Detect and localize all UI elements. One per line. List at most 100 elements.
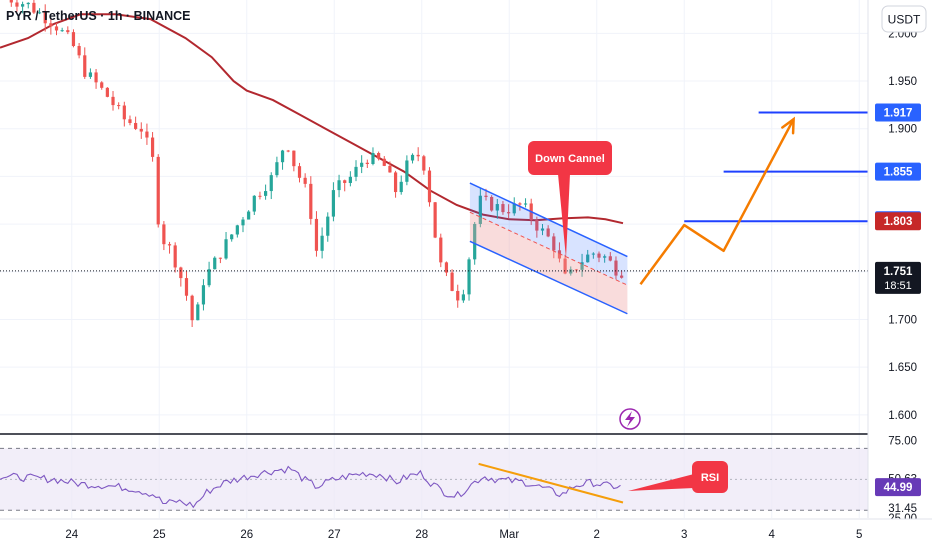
candle-down[interactable] (535, 216, 539, 238)
candle-down[interactable] (128, 115, 132, 126)
candle-up[interactable] (275, 156, 279, 178)
candle-up[interactable] (337, 174, 341, 198)
candle-up[interactable] (263, 184, 268, 200)
candle-up[interactable] (269, 172, 273, 200)
candle-down[interactable] (416, 147, 420, 162)
price-tick-label[interactable]: 1.650 (888, 362, 917, 374)
candle-down[interactable] (620, 270, 624, 279)
candle-down[interactable] (597, 251, 601, 263)
price-tick-label[interactable]: 1.600 (888, 410, 917, 422)
price-tick-label[interactable]: 1.950 (888, 76, 917, 88)
candle-down[interactable] (134, 116, 138, 131)
candle-down[interactable] (377, 151, 381, 161)
candle-up[interactable] (252, 195, 256, 216)
rsi-callout[interactable]: RSI (628, 461, 728, 493)
candle-down[interactable] (167, 241, 172, 254)
lightning-icon[interactable] (619, 408, 641, 430)
time-tick-label[interactable]: 5 (856, 529, 862, 541)
candle-up[interactable] (603, 254, 607, 263)
candle-down[interactable] (117, 102, 121, 110)
candle-up[interactable] (326, 212, 330, 242)
candle-down[interactable] (456, 284, 460, 308)
candle-down[interactable] (139, 122, 143, 139)
time-tick-label[interactable]: 24 (65, 529, 78, 541)
candle-down[interactable] (162, 221, 166, 251)
candle-up[interactable] (201, 279, 206, 311)
candle-up[interactable] (580, 253, 584, 277)
candle-down[interactable] (343, 179, 347, 192)
target-levels[interactable] (0, 111, 868, 272)
price-tick-label[interactable]: 1.900 (888, 124, 917, 136)
rsi-divergence-line[interactable] (478, 462, 624, 504)
candle-down[interactable] (100, 81, 104, 90)
channel-mid-line[interactable] (469, 211, 628, 286)
candle-up[interactable] (478, 187, 482, 228)
candle-down[interactable] (506, 204, 511, 219)
candle-up[interactable] (235, 224, 239, 238)
rsi-tick-label[interactable]: 31.45 (888, 503, 917, 515)
time-tick-label[interactable]: 2 (594, 529, 600, 541)
candle-down[interactable] (190, 294, 194, 328)
currency-button-label[interactable]: USDT (888, 13, 921, 27)
candle-down[interactable] (49, 19, 53, 35)
candle-down[interactable] (563, 254, 567, 275)
candle-up[interactable] (320, 227, 324, 259)
down-channel[interactable] (469, 182, 628, 315)
candle-up[interactable] (360, 155, 364, 174)
price-tick-label[interactable]: 1.700 (888, 314, 917, 326)
candle-down[interactable] (184, 270, 189, 301)
candle-down[interactable] (77, 43, 81, 59)
candle-down[interactable] (427, 167, 432, 207)
channel-lower-line[interactable] (469, 240, 628, 315)
candle-up[interactable] (399, 175, 403, 195)
channel-upper-line[interactable] (469, 182, 628, 258)
time-tick-label[interactable]: 4 (769, 529, 776, 541)
candle-down[interactable] (309, 176, 313, 225)
candle-down[interactable] (122, 101, 126, 127)
time-tick-label[interactable]: 27 (328, 529, 341, 541)
candle-up[interactable] (224, 232, 228, 260)
time-tick-label[interactable]: 26 (240, 529, 253, 541)
candle-down[interactable] (608, 252, 612, 262)
candle-down[interactable] (444, 261, 449, 277)
candle-down[interactable] (9, 0, 13, 7)
candle-down[interactable] (314, 211, 319, 257)
candle-down[interactable] (150, 132, 155, 162)
candle-up[interactable] (461, 289, 465, 303)
candle-down[interactable] (179, 266, 183, 287)
candle-down[interactable] (614, 256, 618, 280)
candle-down[interactable] (450, 269, 454, 292)
candle-down[interactable] (303, 173, 307, 188)
candle-down[interactable] (422, 154, 426, 175)
candle-up[interactable] (207, 261, 211, 288)
candle-down[interactable] (501, 201, 505, 215)
currency-button[interactable]: USDT (881, 5, 927, 33)
candle-up[interactable] (371, 147, 375, 166)
candle-up[interactable] (586, 249, 590, 263)
channel-lower-fill[interactable] (469, 212, 628, 314)
candle-down[interactable] (71, 29, 76, 48)
time-tick-label[interactable]: 25 (153, 529, 166, 541)
candle-down[interactable] (15, 0, 19, 12)
rsi-tick-label[interactable]: 75.00 (888, 436, 917, 448)
candle-up[interactable] (410, 153, 415, 164)
candle-up[interactable] (354, 160, 358, 182)
candle-up[interactable] (495, 199, 499, 219)
candle-up[interactable] (348, 171, 352, 187)
candle-up[interactable] (331, 182, 336, 222)
candle-up[interactable] (241, 217, 245, 233)
candle-down[interactable] (145, 123, 149, 145)
candle-down[interactable] (292, 150, 296, 172)
candle-up[interactable] (591, 252, 595, 259)
candle-up[interactable] (213, 256, 217, 270)
time-tick-label[interactable]: Mar (499, 529, 519, 541)
candle-down[interactable] (218, 257, 222, 264)
candle-up[interactable] (523, 198, 528, 208)
price-axis[interactable]: 2.0001.9501.9001.8501.8001.7501.7001.650… (867, 0, 932, 525)
candle-down[interactable] (439, 233, 443, 268)
candle-down[interactable] (490, 195, 494, 212)
time-tick-label[interactable]: 3 (681, 529, 687, 541)
time-tick-label[interactable]: 28 (415, 529, 428, 541)
candle-down[interactable] (111, 91, 115, 111)
candle-up[interactable] (88, 68, 93, 79)
